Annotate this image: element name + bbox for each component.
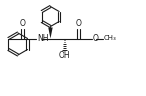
Polygon shape (48, 27, 53, 38)
Text: OH: OH (59, 50, 70, 60)
Text: O: O (93, 34, 99, 43)
Text: O: O (20, 19, 25, 28)
Text: O: O (75, 19, 81, 28)
Text: NH: NH (37, 34, 48, 43)
Text: CH₃: CH₃ (104, 36, 117, 41)
